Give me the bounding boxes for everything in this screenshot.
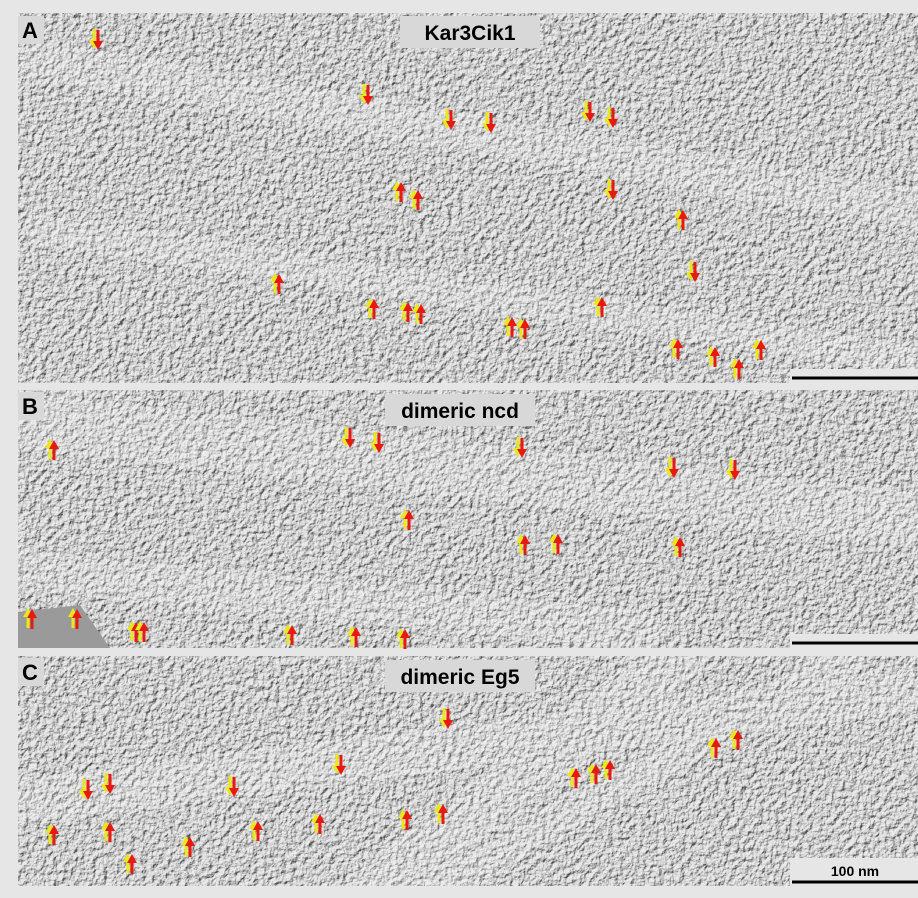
page: A Kar3Cik1 B dimeric ncd C dimeric Eg5 1… <box>0 0 918 898</box>
panel-label: B <box>22 394 38 419</box>
figure: A Kar3Cik1 B dimeric ncd C dimeric Eg5 1… <box>0 0 918 898</box>
panel-title: dimeric Eg5 <box>400 666 519 689</box>
panel-title: dimeric ncd <box>401 400 519 423</box>
panel-label: C <box>22 660 38 685</box>
panel-title: Kar3Cik1 <box>424 22 515 45</box>
scale-box <box>790 634 918 648</box>
scale-box <box>790 369 918 383</box>
panels <box>18 13 918 886</box>
scale-bar-label: 100 nm <box>831 863 879 879</box>
panel-label: A <box>22 18 38 43</box>
